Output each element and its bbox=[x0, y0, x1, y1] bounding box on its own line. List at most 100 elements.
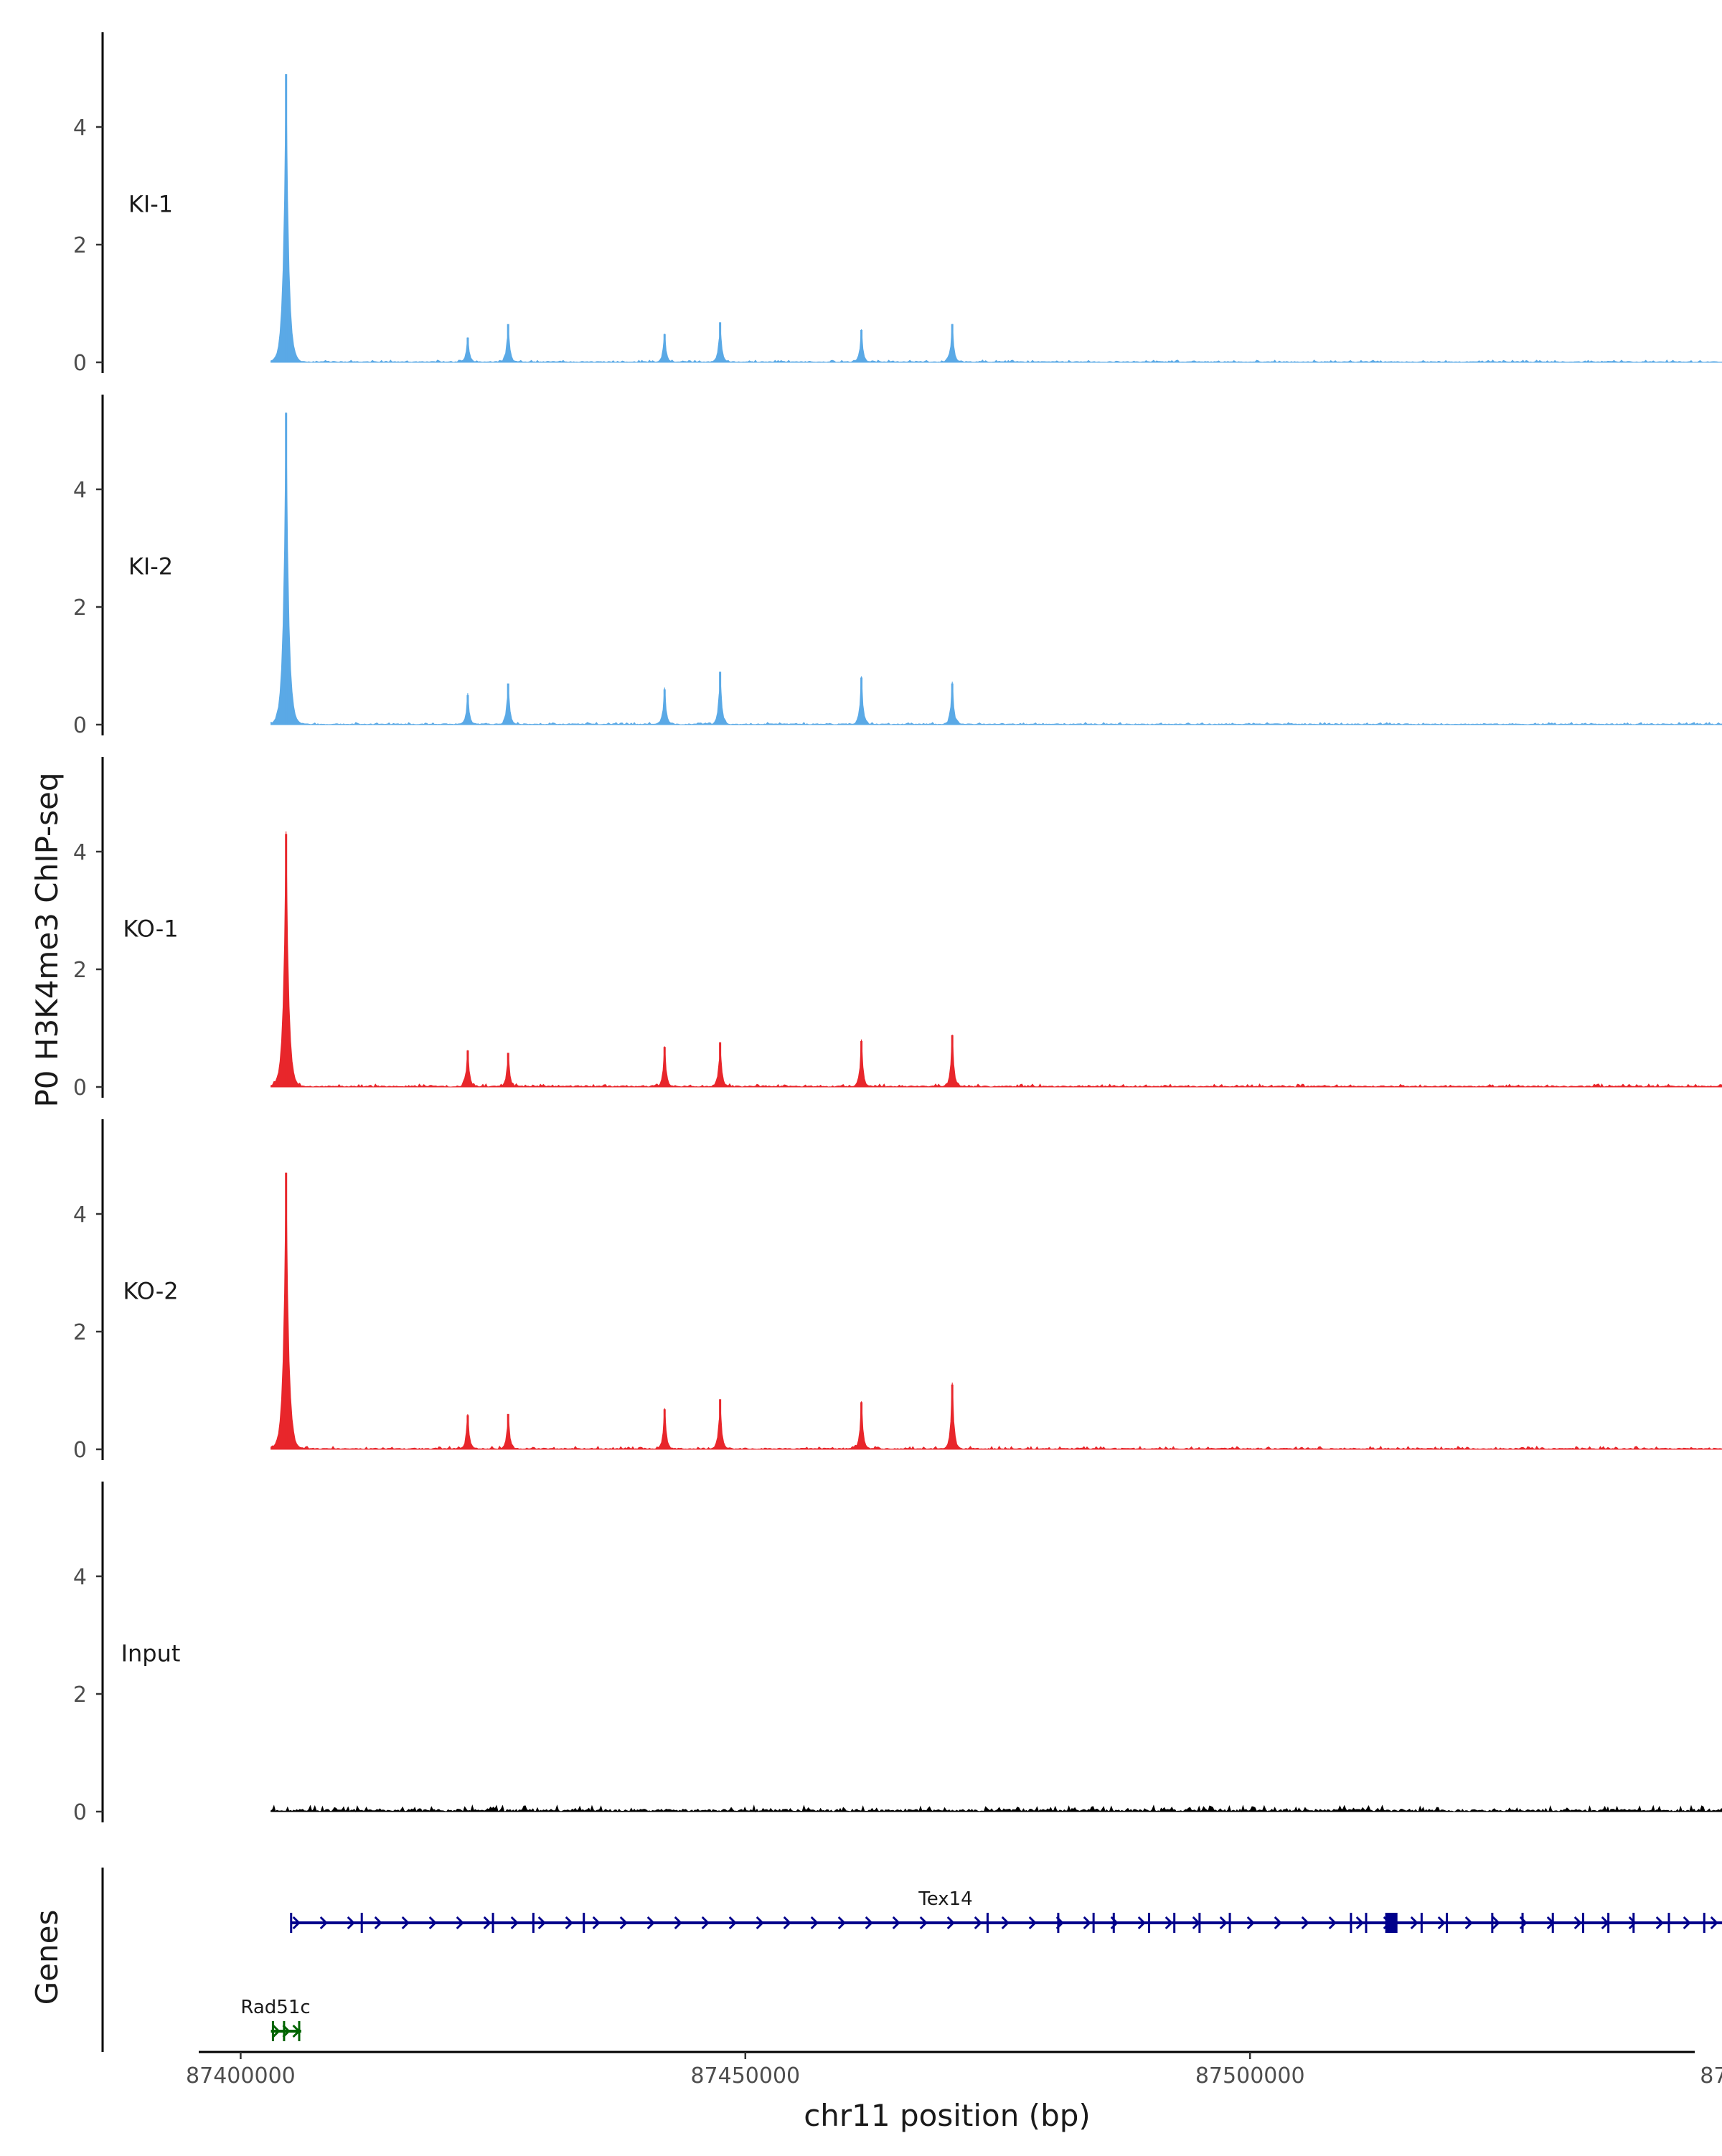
signal-area-ko-1 bbox=[270, 831, 1722, 1088]
exon-mark bbox=[1228, 1913, 1231, 1933]
strand-chevron bbox=[1083, 1916, 1091, 1930]
track-ki-1: 0 2 4 KI-1 bbox=[73, 32, 1722, 376]
track-ki-2: 0 2 4 KI-2 bbox=[73, 395, 1722, 738]
exon-mark bbox=[283, 2021, 286, 2041]
exon-mark bbox=[290, 1913, 293, 1933]
y-axis-title: P0 H3K4me3 ChIP-seq bbox=[29, 772, 65, 1107]
strand-chevron bbox=[1274, 1916, 1282, 1930]
y-tick-label: 2 bbox=[73, 233, 87, 258]
exon-mark bbox=[1387, 1913, 1396, 1933]
track-ko-2: 0 2 4 KO-2 bbox=[73, 1119, 1722, 1463]
track-label-ki-1: KI-1 bbox=[128, 191, 173, 218]
strand-chevron bbox=[1464, 1916, 1473, 1930]
y-tick-label: 0 bbox=[73, 1800, 87, 1825]
strand-chevron bbox=[1628, 1916, 1637, 1930]
genes-track-label: Genes bbox=[29, 1910, 65, 2005]
strand-chevron bbox=[865, 1916, 873, 1930]
strand-chevron bbox=[374, 1916, 382, 1930]
strand-chevron bbox=[701, 1916, 710, 1930]
strand-chevron bbox=[919, 1916, 928, 1930]
x-tick-label: 87450000 bbox=[690, 2063, 800, 2089]
signal-area-ko-2 bbox=[270, 1172, 1722, 1450]
exon-mark bbox=[532, 1913, 535, 1933]
strand-chevron bbox=[946, 1916, 955, 1930]
exon-mark bbox=[1112, 1913, 1115, 1933]
exon-mark bbox=[1667, 1913, 1670, 1933]
track-label-ko-2: KO-2 bbox=[123, 1278, 178, 1305]
strand-chevron bbox=[1301, 1916, 1309, 1930]
strand-chevron bbox=[428, 1916, 437, 1930]
gene-label: Tex14 bbox=[918, 1888, 972, 1910]
exon-mark bbox=[1521, 1913, 1524, 1933]
exon-mark bbox=[1632, 1913, 1635, 1933]
strand-chevron bbox=[272, 2024, 281, 2038]
x-tick-label: 87500000 bbox=[1195, 2063, 1305, 2089]
exon-mark bbox=[1581, 1913, 1584, 1933]
genes-layer: Tex14 Rad51c bbox=[101, 1868, 1722, 2052]
strand-chevron bbox=[565, 1916, 573, 1930]
strand-chevron bbox=[401, 1916, 410, 1930]
signal-area-ki-1 bbox=[270, 73, 1722, 363]
x-axis-title: chr11 position (bp) bbox=[804, 2098, 1091, 2133]
exon-mark bbox=[986, 1913, 989, 1933]
exon-mark bbox=[1092, 1913, 1095, 1933]
y-tick-label: 2 bbox=[73, 1320, 87, 1345]
track-label-ko-1: KO-1 bbox=[123, 915, 178, 943]
strand-chevron bbox=[1028, 1916, 1037, 1930]
exon-mark bbox=[298, 2021, 301, 2041]
strand-chevron bbox=[1655, 1916, 1664, 1930]
gene-tex14: Tex14 bbox=[290, 1888, 1722, 1933]
exon-mark bbox=[1350, 1913, 1352, 1933]
strand-chevron bbox=[974, 1916, 982, 1930]
strand-chevron bbox=[837, 1916, 846, 1930]
gene-label: Rad51c bbox=[240, 1997, 310, 2018]
strand-chevron bbox=[292, 1916, 301, 1930]
exon-mark bbox=[1198, 1913, 1201, 1933]
strand-chevron bbox=[537, 1916, 546, 1930]
track-label-ki-2: KI-2 bbox=[128, 553, 173, 580]
x-axis: 87400000 87450000 87500000 87550000 bbox=[186, 2051, 1722, 2089]
y-tick-label: 0 bbox=[73, 713, 87, 738]
strand-chevron bbox=[483, 1916, 491, 1930]
strand-chevron bbox=[1219, 1916, 1228, 1930]
strand-chevron bbox=[1137, 1916, 1146, 1930]
exon-mark bbox=[583, 1913, 585, 1933]
y-tick-label: 4 bbox=[73, 840, 87, 865]
strand-chevron bbox=[1355, 1916, 1364, 1930]
strand-chevron bbox=[619, 1916, 628, 1930]
exon-mark bbox=[271, 2021, 274, 2041]
strand-chevron bbox=[1683, 1916, 1691, 1930]
signal-area-ki-2 bbox=[270, 412, 1722, 725]
track-input: 0 2 4 Input bbox=[73, 1482, 1722, 1825]
strand-chevron bbox=[319, 1916, 328, 1930]
exon-mark bbox=[1057, 1913, 1060, 1933]
strand-chevron bbox=[1410, 1916, 1418, 1930]
exon-mark bbox=[1703, 1913, 1705, 1933]
exon-mark bbox=[1491, 1913, 1494, 1933]
strand-chevron bbox=[347, 1916, 355, 1930]
strand-chevron bbox=[510, 1916, 519, 1930]
strand-chevron bbox=[1573, 1916, 1582, 1930]
y-tick-label: 0 bbox=[73, 351, 87, 376]
exon-mark bbox=[1607, 1913, 1610, 1933]
y-tick-label: 4 bbox=[73, 1202, 87, 1228]
strand-chevron bbox=[592, 1916, 601, 1930]
exon-mark bbox=[360, 1913, 363, 1933]
strand-chevron bbox=[1001, 1916, 1010, 1930]
y-tick-label: 0 bbox=[73, 1075, 87, 1101]
tracks-layer: 0 2 4 KI-1 0 2 4 KI-2 0 2 4 KO-1 0 2 4 KO-2 0 2 4 Input bbox=[73, 32, 1722, 1825]
track-ko-1: 0 2 4 KO-1 bbox=[73, 757, 1722, 1101]
strand-chevron bbox=[728, 1916, 737, 1930]
y-tick-label: 2 bbox=[73, 1682, 87, 1708]
strand-chevron bbox=[1710, 1916, 1718, 1930]
strand-chevron bbox=[783, 1916, 791, 1930]
x-tick-label: 87400000 bbox=[186, 2063, 296, 2089]
exon-mark bbox=[1395, 1913, 1398, 1933]
y-tick-label: 4 bbox=[73, 478, 87, 503]
exon-mark bbox=[1446, 1913, 1449, 1933]
strand-chevron bbox=[646, 1916, 655, 1930]
exon-mark bbox=[1385, 1913, 1388, 1933]
exon-mark bbox=[1420, 1913, 1423, 1933]
